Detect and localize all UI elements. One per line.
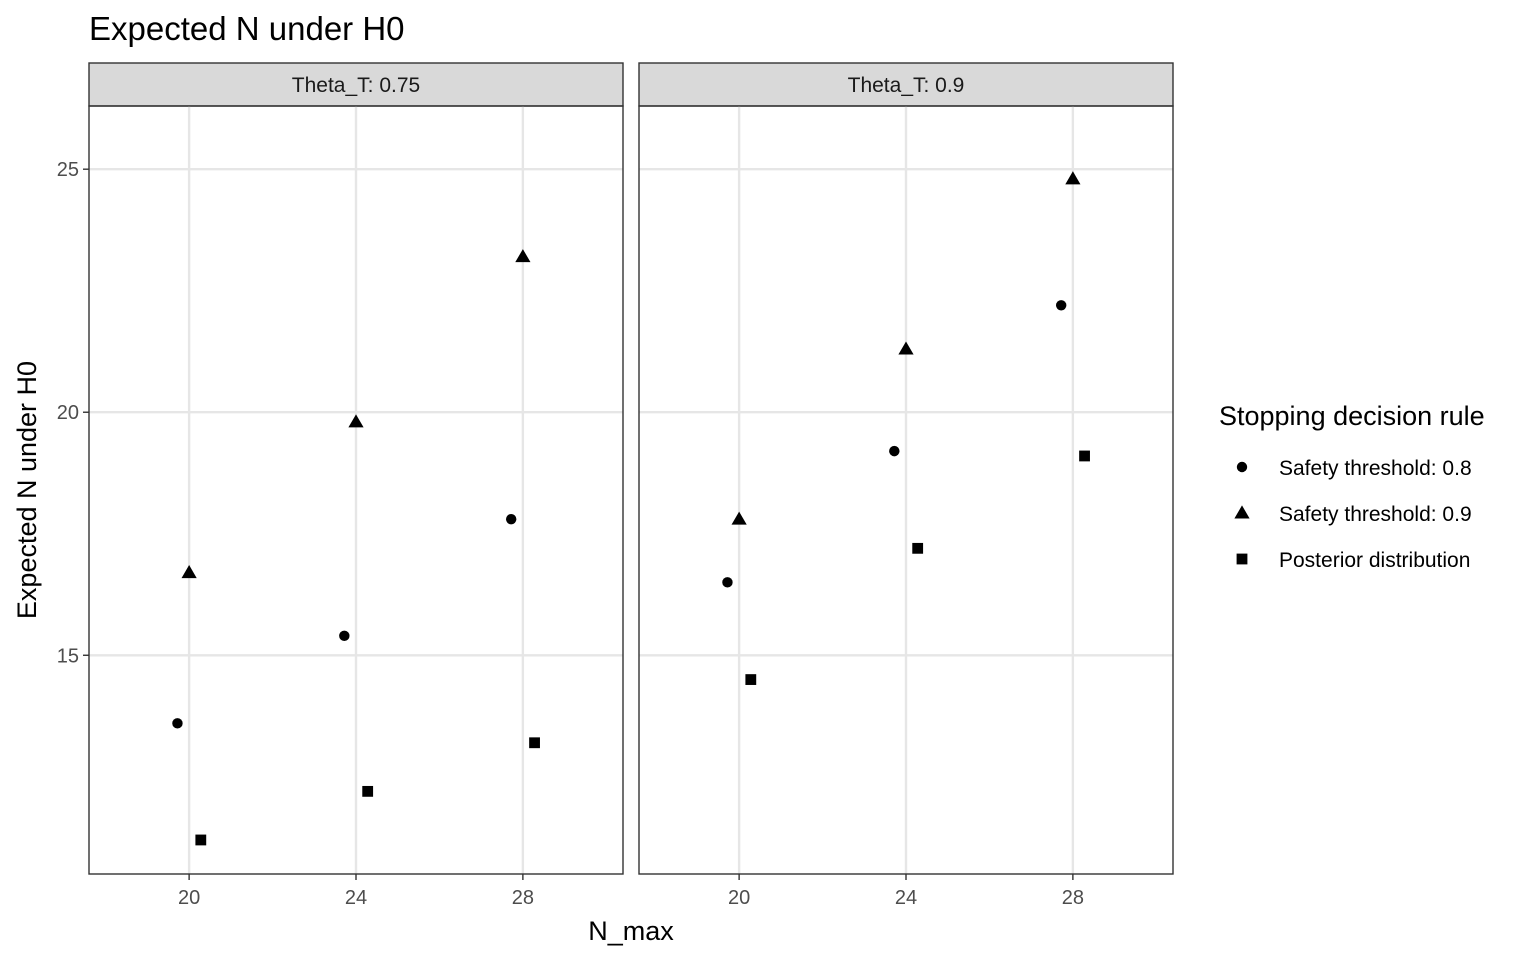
data-point-circle [339, 630, 350, 642]
y-tick-label: 15 [57, 645, 79, 667]
legend-label: Safety threshold: 0.8 [1279, 457, 1472, 480]
y-tick-label: 20 [57, 402, 79, 424]
facet-panel-1: Theta_T: 0.75 20 24 28 15 20 25 [57, 62, 624, 909]
data-point-square [195, 834, 207, 846]
data-point-circle [722, 577, 733, 588]
legend-key-triangle [1234, 505, 1250, 519]
data-point-square [1079, 450, 1090, 462]
x-axis-title: N_max [588, 916, 674, 946]
facet-strip-label: Theta_T: 0.9 [848, 74, 965, 97]
data-point-square [529, 737, 540, 749]
legend-label: Safety threshold: 0.9 [1279, 503, 1472, 526]
legend-key-circle [1236, 461, 1248, 473]
facet-panels: Theta_T: 0.75 20 24 28 15 20 25 Theta_T: 0.9 20 2… [57, 62, 1174, 909]
data-point-triangle [1065, 171, 1081, 185]
legend-key-square [1236, 553, 1248, 565]
chart-title: Expected N under H0 [89, 10, 405, 47]
legend-label: Posterior distribution [1279, 549, 1470, 572]
x-tick-label: 20 [728, 887, 750, 909]
data-point-circle [889, 445, 900, 457]
y-tick-label: 25 [57, 159, 79, 181]
data-point-square [912, 542, 924, 554]
x-tick-label: 28 [1062, 887, 1084, 909]
x-tick-label: 28 [512, 887, 534, 909]
data-point-triangle [181, 565, 197, 579]
facet-strip-label: Theta_T: 0.75 [292, 74, 420, 97]
x-tick-label: 24 [345, 887, 367, 909]
legend: Stopping decision rule Safety threshold:… [1219, 401, 1485, 572]
facet-strip-background [88, 62, 624, 107]
data-point-circle [1055, 300, 1067, 311]
data-point-triangle [731, 511, 747, 525]
x-tick-label: 24 [895, 887, 917, 909]
facet-panel-2: Theta_T: 0.9 20 24 28 [638, 62, 1174, 909]
data-point-square [745, 674, 757, 685]
data-point-triangle [348, 414, 364, 428]
x-tick-label: 20 [178, 887, 200, 909]
data-point-circle [172, 718, 183, 729]
legend-title: Stopping decision rule [1219, 401, 1485, 431]
y-axis-title: Expected N under H0 [12, 361, 42, 619]
data-point-triangle [898, 341, 914, 355]
data-point-square [362, 785, 374, 797]
data-point-circle [505, 513, 517, 525]
data-point-triangle [515, 249, 531, 263]
